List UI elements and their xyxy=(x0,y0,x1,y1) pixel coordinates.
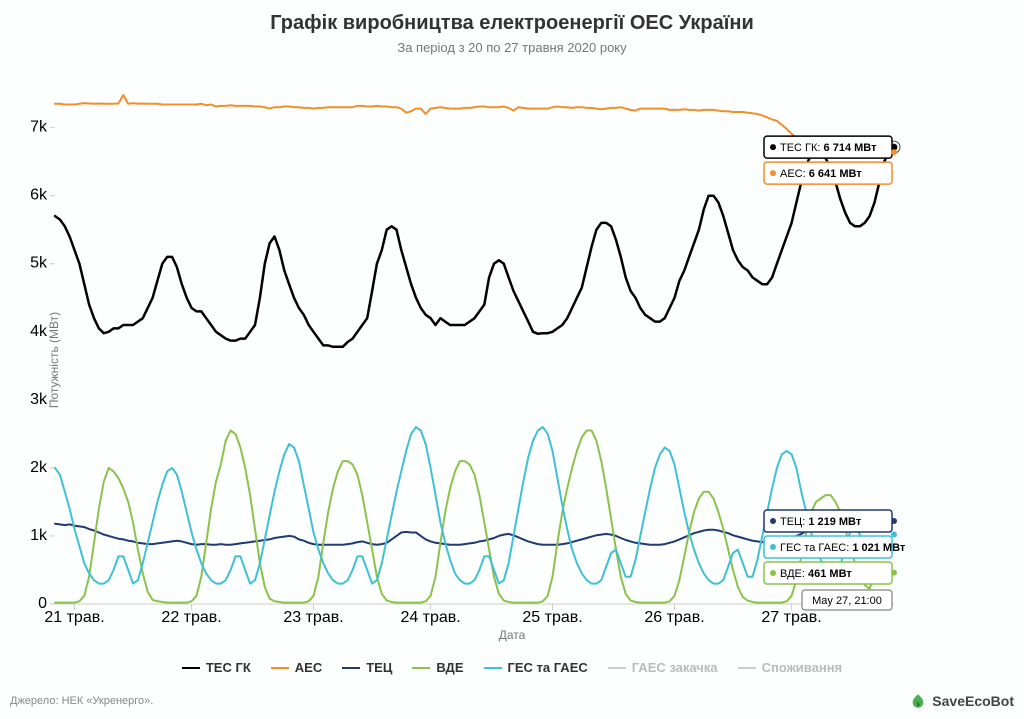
legend: ТЕС ГК АЕС ТЕЦ ВДЕ ГЕС та ГАЕС ГАЕС закачка Сп… xyxy=(0,657,1024,676)
svg-text:1k: 1k xyxy=(30,527,48,544)
svg-text:ВДЕ: 461 МВт: ВДЕ: 461 МВт xyxy=(780,568,852,580)
legend-swatch xyxy=(608,667,626,669)
credits-brand[interactable]: SaveEcoBot xyxy=(910,693,1014,709)
legend-label: ТЕС ГК xyxy=(206,660,251,675)
legend-item-gaes_pump[interactable]: ГАЕС закачка xyxy=(608,660,718,675)
legend-label: ГАЕС закачка xyxy=(632,660,718,675)
svg-text:6k: 6k xyxy=(30,187,48,204)
legend-item-tes[interactable]: ТЕС ГК xyxy=(182,660,251,675)
credits-brand-text: SaveEcoBot xyxy=(932,693,1014,709)
svg-text:26 трав.: 26 трав. xyxy=(644,609,704,626)
svg-text:25 трав.: 25 трав. xyxy=(522,609,582,626)
svg-text:May 27, 21:00: May 27, 21:00 xyxy=(812,595,882,607)
leaf-icon xyxy=(910,693,926,709)
legend-swatch xyxy=(342,667,360,669)
svg-text:2k: 2k xyxy=(30,459,48,476)
legend-swatch xyxy=(484,667,502,669)
chart-container: Графік виробництва електроенергії ОЕС Ук… xyxy=(0,0,1024,719)
legend-item-cons[interactable]: Споживання xyxy=(738,660,843,675)
legend-item-vde[interactable]: ВДЕ xyxy=(412,660,463,675)
legend-swatch xyxy=(271,667,289,669)
legend-label: ВДЕ xyxy=(436,660,463,675)
legend-label: Споживання xyxy=(762,660,843,675)
legend-label: АЕС xyxy=(295,660,322,675)
credits-source: Джерело: НЕК «Укренерго». xyxy=(10,695,153,707)
legend-item-tec[interactable]: ТЕЦ xyxy=(342,660,392,675)
svg-text:4k: 4k xyxy=(30,323,48,340)
svg-text:ГЕС та ГАЕС: 1 021 МВт: ГЕС та ГАЕС: 1 021 МВт xyxy=(780,542,906,554)
chart-plot[interactable]: 01k2k3k4k5k6k7k 21 трав.22 трав.23 трав.… xyxy=(0,0,1024,719)
svg-text:5k: 5k xyxy=(30,255,48,272)
svg-text:27 трав.: 27 трав. xyxy=(761,609,821,626)
svg-text:АЕС: 6 641 МВт: АЕС: 6 641 МВт xyxy=(780,168,862,180)
legend-item-hes[interactable]: ГЕС та ГАЕС xyxy=(484,660,588,675)
legend-swatch xyxy=(412,667,430,669)
svg-text:ТЕЦ: 1 219 МВт: ТЕЦ: 1 219 МВт xyxy=(780,516,862,528)
svg-text:ТЕС ГК: 6 714 МВт: ТЕС ГК: 6 714 МВт xyxy=(780,142,877,154)
legend-label: ТЕЦ xyxy=(366,660,392,675)
legend-swatch xyxy=(182,667,200,669)
svg-text:23 трав.: 23 трав. xyxy=(283,609,343,626)
svg-text:24 трав.: 24 трав. xyxy=(400,609,460,626)
svg-text:3k: 3k xyxy=(30,391,48,408)
legend-label: ГЕС та ГАЕС xyxy=(508,660,588,675)
legend-item-aes[interactable]: АЕС xyxy=(271,660,322,675)
legend-swatch xyxy=(738,667,756,669)
svg-text:22 трав.: 22 трав. xyxy=(161,609,221,626)
svg-text:21 трав.: 21 трав. xyxy=(44,609,104,626)
svg-text:7k: 7k xyxy=(30,119,48,136)
